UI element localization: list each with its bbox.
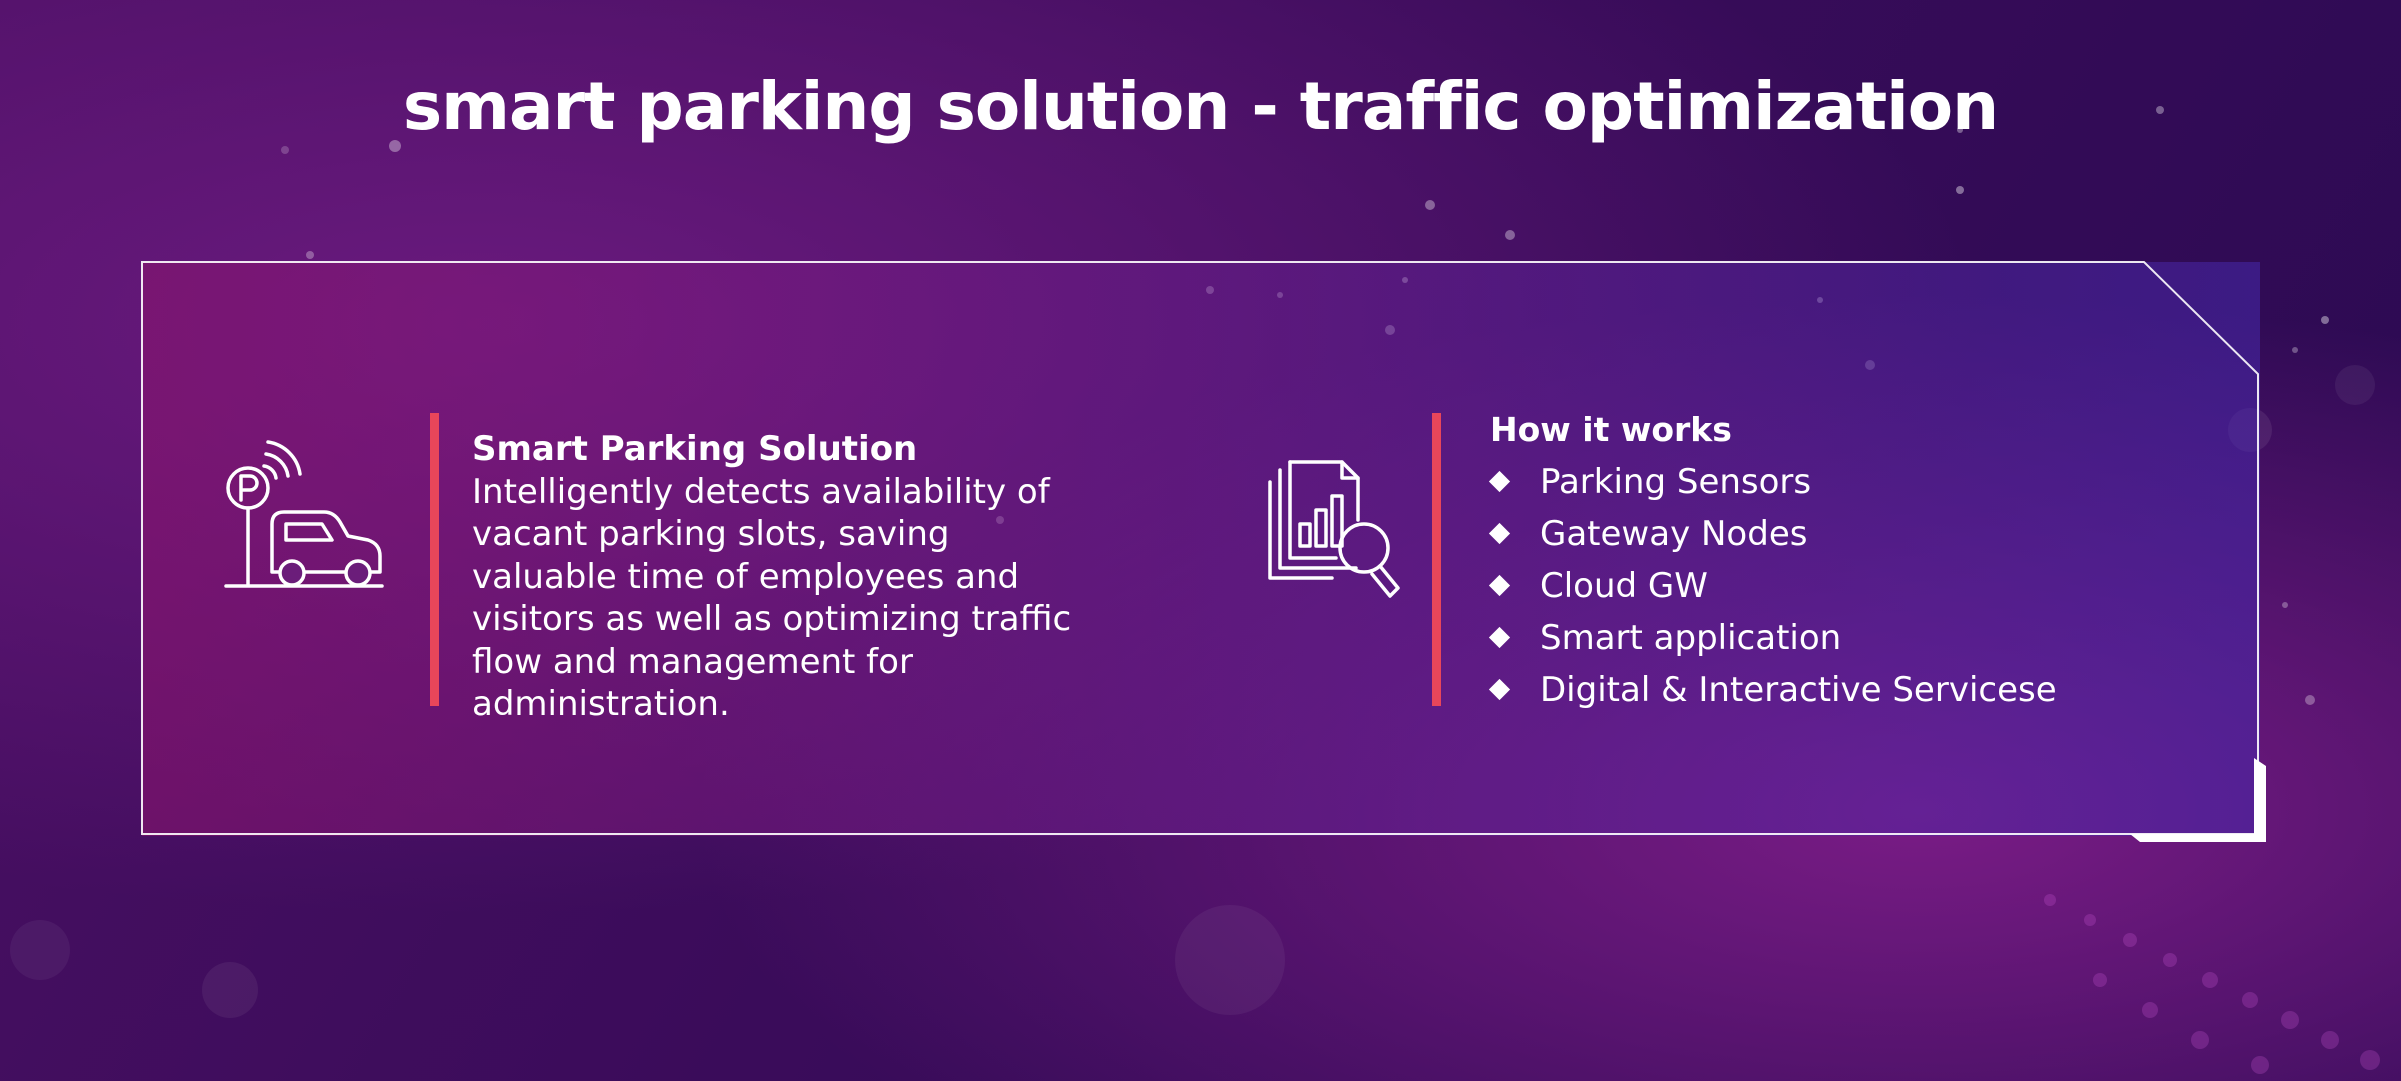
how-it-works-heading: How it works [1490, 410, 1732, 449]
report-magnifier-icon [1268, 460, 1400, 598]
page-title: smart parking solution - traffic optimiz… [402, 68, 1999, 145]
list-item: Digital & Interactive Servicese [1488, 668, 2057, 720]
parking-car-sensor-icon [224, 440, 384, 588]
list-item: Parking Sensors [1488, 460, 2057, 512]
panel-frame [141, 261, 2266, 842]
list-item-label: Cloud GW [1540, 566, 1708, 606]
diamond-bullet-icon [1488, 574, 1511, 597]
content-panel [142, 262, 2260, 836]
list-item-label: Smart application [1540, 618, 1842, 658]
list-item-label: Parking Sensors [1540, 462, 1812, 502]
diamond-bullet-icon [1488, 678, 1511, 701]
solution-description: Smart Parking Solution Intelligently det… [472, 428, 1092, 726]
how-it-works-list: Parking Sensors Gateway Nodes Cloud GW S… [1488, 460, 2057, 720]
list-item: Gateway Nodes [1488, 512, 2057, 564]
diamond-bullet-icon [1488, 626, 1511, 649]
list-item-label: Digital & Interactive Servicese [1540, 670, 2057, 710]
diamond-bullet-icon [1488, 470, 1511, 493]
list-item-label: Gateway Nodes [1540, 514, 1808, 554]
solution-lead: Smart Parking Solution [472, 429, 918, 469]
list-item: Smart application [1488, 616, 2057, 668]
right-accent-bar [1432, 413, 1441, 706]
solution-body: Intelligently detects availability of va… [472, 471, 1072, 725]
left-accent-bar [430, 413, 439, 706]
diamond-bullet-icon [1488, 522, 1511, 545]
list-item: Cloud GW [1488, 564, 2057, 616]
